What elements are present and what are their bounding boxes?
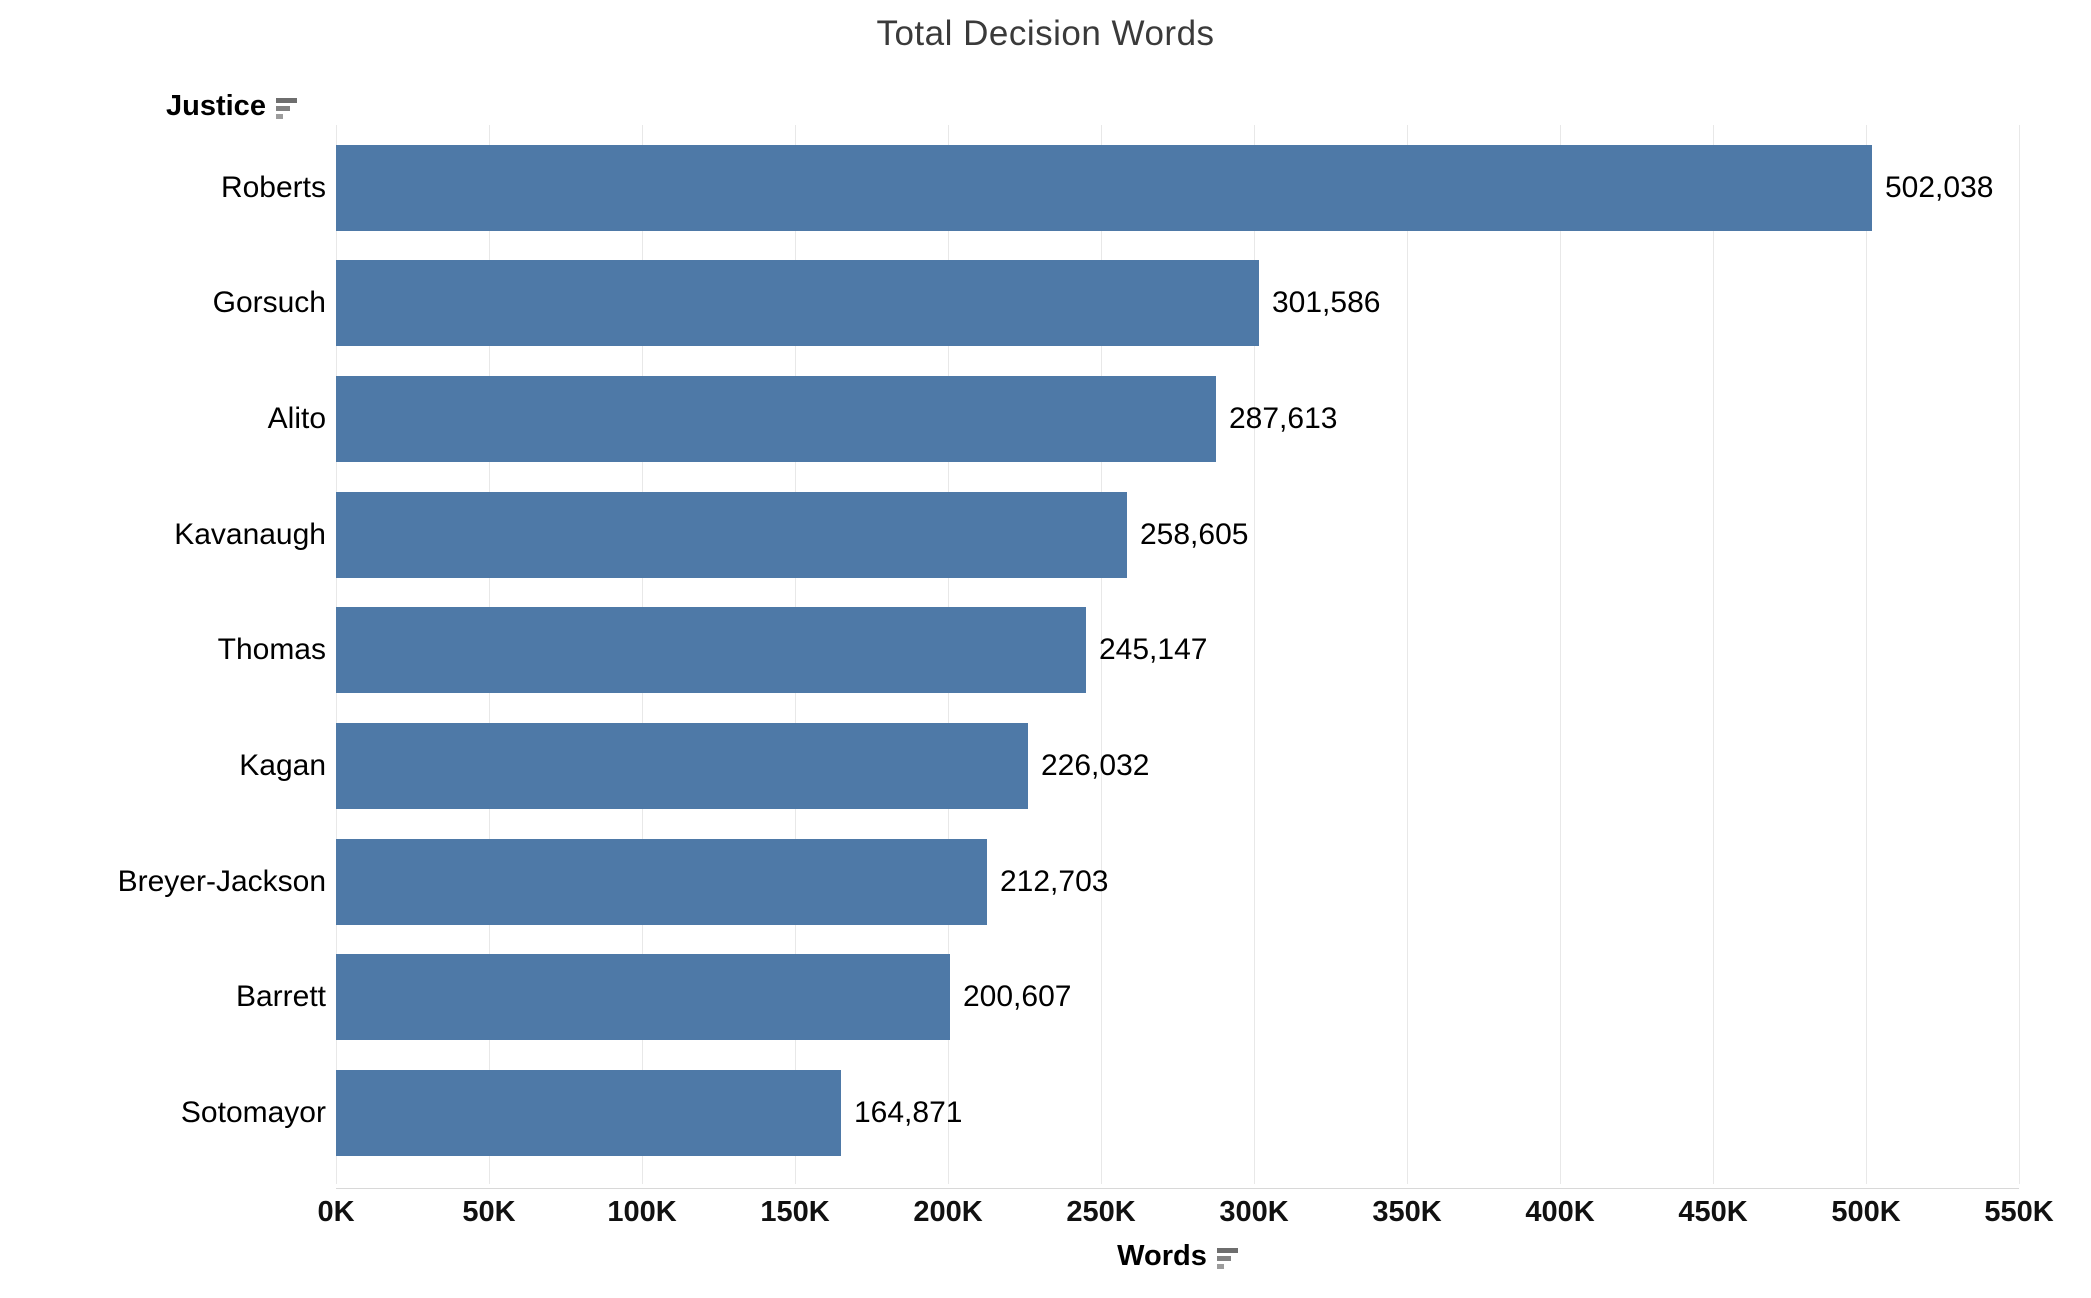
y-tick-label[interactable]: Roberts — [220, 171, 326, 204]
x-tick-label: 450K — [1678, 1196, 1748, 1228]
x-tick-label: 100K — [607, 1196, 677, 1228]
bar[interactable] — [336, 1070, 841, 1156]
bar-value-label: 502,038 — [1885, 171, 1994, 204]
bar[interactable] — [336, 260, 1259, 346]
x-axis-label: Words — [1117, 1240, 1207, 1272]
y-tick-label[interactable]: Sotomayor — [180, 1096, 326, 1129]
gridline — [1101, 125, 1102, 1184]
gridline — [1407, 125, 1408, 1184]
gridline — [1866, 125, 1867, 1184]
x-axis-header: Words — [336, 1240, 2019, 1273]
x-tick-label: 50K — [462, 1196, 516, 1228]
sort-descending-icon[interactable] — [275, 98, 297, 119]
chart-title: Total Decision Words — [876, 14, 1215, 53]
x-axis-line — [336, 1188, 2019, 1189]
bar-value-label: 226,032 — [1041, 749, 1150, 782]
y-tick-label[interactable]: Gorsuch — [212, 286, 326, 319]
y-tick-label[interactable]: Thomas — [217, 633, 326, 666]
y-tick-label[interactable]: Breyer-Jackson — [117, 865, 326, 898]
bar-value-label: 164,871 — [854, 1096, 963, 1129]
bar[interactable] — [336, 145, 1872, 231]
bar-value-label: 245,147 — [1099, 633, 1208, 666]
bar-value-label: 301,586 — [1272, 286, 1381, 319]
y-axis-label: Justice — [166, 90, 266, 122]
bar[interactable] — [336, 723, 1028, 809]
gridline — [2019, 125, 2020, 1184]
bar[interactable] — [336, 839, 987, 925]
y-tick-label[interactable]: Barrett — [235, 980, 326, 1013]
y-tick-label[interactable]: Kavanaugh — [174, 518, 326, 551]
x-tick-label: 400K — [1525, 1196, 1595, 1228]
bar-value-label: 200,607 — [963, 980, 1072, 1013]
bar-value-label: 258,605 — [1140, 518, 1249, 551]
bar[interactable] — [336, 954, 950, 1040]
y-axis-header: Justice — [166, 90, 297, 123]
bar[interactable] — [336, 492, 1127, 578]
x-tick-label: 300K — [1219, 1196, 1289, 1228]
y-tick-label[interactable]: Alito — [267, 402, 326, 435]
sort-descending-icon[interactable] — [1216, 1248, 1238, 1269]
x-tick-label: 550K — [1984, 1196, 2054, 1228]
gridline — [1560, 125, 1561, 1184]
bar[interactable] — [336, 376, 1216, 462]
bar[interactable] — [336, 607, 1086, 693]
y-tick-label[interactable]: Kagan — [239, 749, 326, 782]
bar-value-label: 287,613 — [1229, 402, 1338, 435]
x-tick-label: 500K — [1831, 1196, 1901, 1228]
x-tick-label: 200K — [913, 1196, 983, 1228]
gridline — [1713, 125, 1714, 1184]
x-tick-label: 350K — [1372, 1196, 1442, 1228]
x-tick-label: 250K — [1066, 1196, 1136, 1228]
bar-value-label: 212,703 — [1000, 865, 1109, 898]
x-tick-label: 150K — [760, 1196, 830, 1228]
x-tick-label: 0K — [317, 1196, 355, 1228]
gridline — [1254, 125, 1255, 1184]
